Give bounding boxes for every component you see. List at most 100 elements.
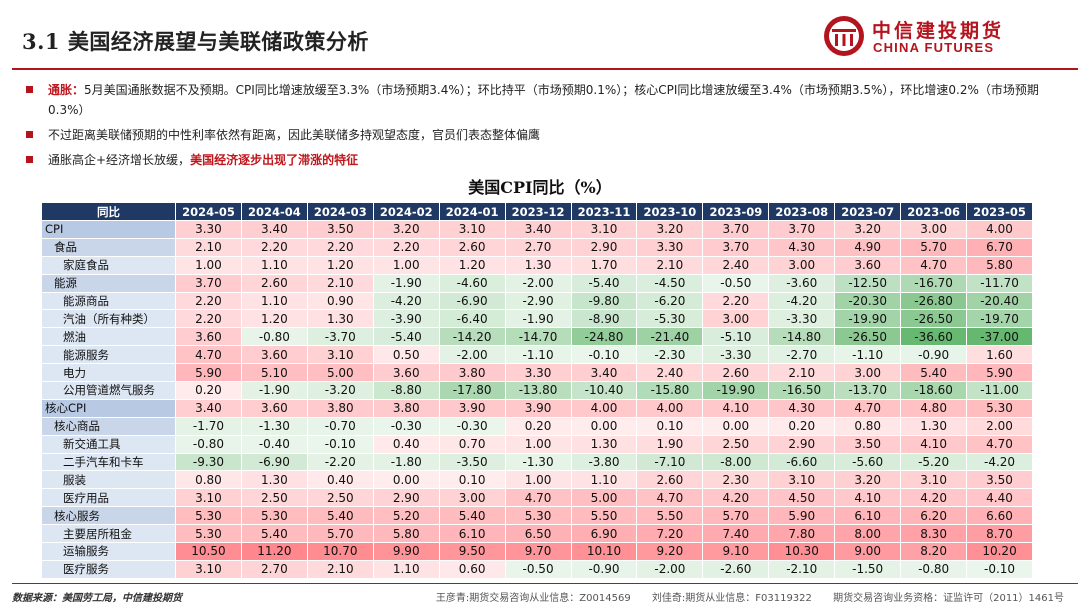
value-cell: 1.20 [240, 309, 308, 329]
value-cell: 4.00 [966, 220, 1033, 239]
value-cell: -0.90 [900, 345, 968, 365]
value-cell: -24.80 [570, 327, 638, 347]
value-cell: 1.30 [504, 255, 572, 275]
bullet-square-icon [26, 86, 33, 93]
value-cell: 11.20 [240, 542, 308, 561]
value-cell: 5.90 [966, 363, 1033, 383]
value-cell: 4.70 [900, 255, 968, 275]
value-cell: 2.10 [306, 273, 374, 293]
value-cell: 2.10 [175, 237, 242, 257]
value-cell: 3.40 [570, 363, 638, 383]
value-cell: -6.90 [240, 452, 308, 472]
value-cell: -14.20 [438, 327, 506, 347]
value-cell: -0.90 [570, 559, 638, 579]
value-cell: -4.20 [372, 291, 440, 311]
value-cell: 1.00 [504, 434, 572, 454]
value-cell: 1.60 [966, 345, 1033, 365]
value-cell: 3.00 [702, 309, 770, 329]
value-cell: 1.20 [438, 255, 506, 275]
value-cell: 3.00 [900, 220, 968, 239]
value-cell: -1.30 [504, 452, 572, 472]
value-cell: 3.60 [834, 255, 902, 275]
value-cell: 5.20 [372, 506, 440, 526]
table-row: 核心服务 5.30 5.30 5.40 5.20 5.40 5.30 5.50 5.50 5.70… [41, 506, 1033, 526]
row-label: 家庭食品 [41, 255, 176, 275]
header-label-cell: 同比 [41, 202, 176, 221]
bullet-square-icon [26, 131, 33, 138]
value-cell: -5.40 [372, 327, 440, 347]
value-cell: -6.20 [636, 291, 704, 311]
value-cell: 2.60 [240, 273, 308, 293]
value-cell: 2.70 [240, 559, 308, 579]
table-row: 运输服务 10.50 11.20 10.70 9.90 9.50 9.70 10.10 9.20… [41, 542, 1033, 561]
value-cell: -1.30 [240, 416, 308, 436]
value-cell: 10.20 [966, 542, 1033, 561]
value-cell: -2.30 [636, 345, 704, 365]
value-cell: -19.90 [702, 381, 770, 400]
value-cell: 9.20 [636, 542, 704, 561]
value-cell: -17.80 [438, 381, 506, 400]
column-header: 2023-10 [636, 202, 704, 221]
value-cell: -5.20 [900, 452, 968, 472]
value-cell: 0.40 [372, 434, 440, 454]
value-cell: 8.70 [966, 524, 1033, 544]
value-cell: -1.10 [504, 345, 572, 365]
value-cell: 10.70 [306, 542, 374, 561]
value-cell: 0.20 [504, 416, 572, 436]
bullet-text: 通胀高企+经济增长放缓， [48, 153, 191, 167]
value-cell: 7.20 [636, 524, 704, 544]
value-cell: 2.60 [702, 363, 770, 383]
value-cell: 2.30 [702, 470, 770, 490]
row-label: 公用管道燃气服务 [41, 381, 176, 400]
value-cell: 3.10 [900, 470, 968, 490]
value-cell: 0.00 [372, 470, 440, 490]
value-cell: -2.00 [504, 273, 572, 293]
table-row: 主要居所租金 5.30 5.40 5.70 5.80 6.10 6.50 6.90 7.20 7.… [41, 524, 1033, 544]
value-cell: -20.40 [966, 291, 1033, 311]
value-cell: 3.20 [834, 220, 902, 239]
column-header: 2024-04 [240, 202, 308, 221]
company-logo-icon [824, 16, 864, 56]
value-cell: -8.00 [702, 452, 770, 472]
value-cell: -1.70 [175, 416, 242, 436]
column-header: 2023-09 [702, 202, 770, 221]
value-cell: -26.50 [900, 309, 968, 329]
value-cell: -3.80 [570, 452, 638, 472]
value-cell: -13.80 [504, 381, 572, 400]
row-label: 能源商品 [41, 291, 176, 311]
value-cell: -4.20 [966, 452, 1033, 472]
column-header: 2024-03 [306, 202, 374, 221]
value-cell: 3.00 [438, 488, 506, 508]
row-label: 运输服务 [41, 542, 176, 561]
value-cell: 5.70 [306, 524, 374, 544]
row-label: 核心商品 [41, 416, 176, 436]
value-cell: 5.10 [240, 363, 308, 383]
value-cell: -9.80 [570, 291, 638, 311]
value-cell: 2.90 [768, 434, 836, 454]
value-cell: 3.10 [306, 345, 374, 365]
table-title: 美国CPI同比（%） [468, 178, 612, 197]
value-cell: 4.70 [834, 398, 902, 418]
row-label: 二手汽车和卡车 [41, 452, 176, 472]
value-cell: -18.60 [900, 381, 968, 400]
value-cell: 0.70 [438, 434, 506, 454]
value-cell: 3.60 [240, 345, 308, 365]
value-cell: 4.10 [834, 488, 902, 508]
value-cell: 9.70 [504, 542, 572, 561]
value-cell: -2.20 [306, 452, 374, 472]
value-cell: -12.50 [834, 273, 902, 293]
value-cell: -6.60 [768, 452, 836, 472]
table-body: CPI 3.30 3.40 3.50 3.20 3.10 3.40 3.10 3.20 3.70 3… [41, 220, 1033, 579]
value-cell: 2.50 [240, 488, 308, 508]
value-cell: -2.00 [636, 559, 704, 579]
value-cell: 3.20 [372, 220, 440, 239]
column-header: 2023-07 [834, 202, 902, 221]
table-row: 核心CPI 3.40 3.60 3.80 3.80 3.90 3.90 4.00 4.00 4.1… [41, 398, 1033, 418]
value-cell: 3.60 [175, 327, 242, 347]
value-cell: -2.00 [438, 345, 506, 365]
value-cell: -9.30 [175, 452, 242, 472]
value-cell: -2.60 [702, 559, 770, 579]
value-cell: 3.60 [372, 363, 440, 383]
cpi-table: 同比 2024-05 2024-04 2024-03 2024-02 2024-01 20… [41, 202, 1033, 579]
value-cell: 3.50 [834, 434, 902, 454]
